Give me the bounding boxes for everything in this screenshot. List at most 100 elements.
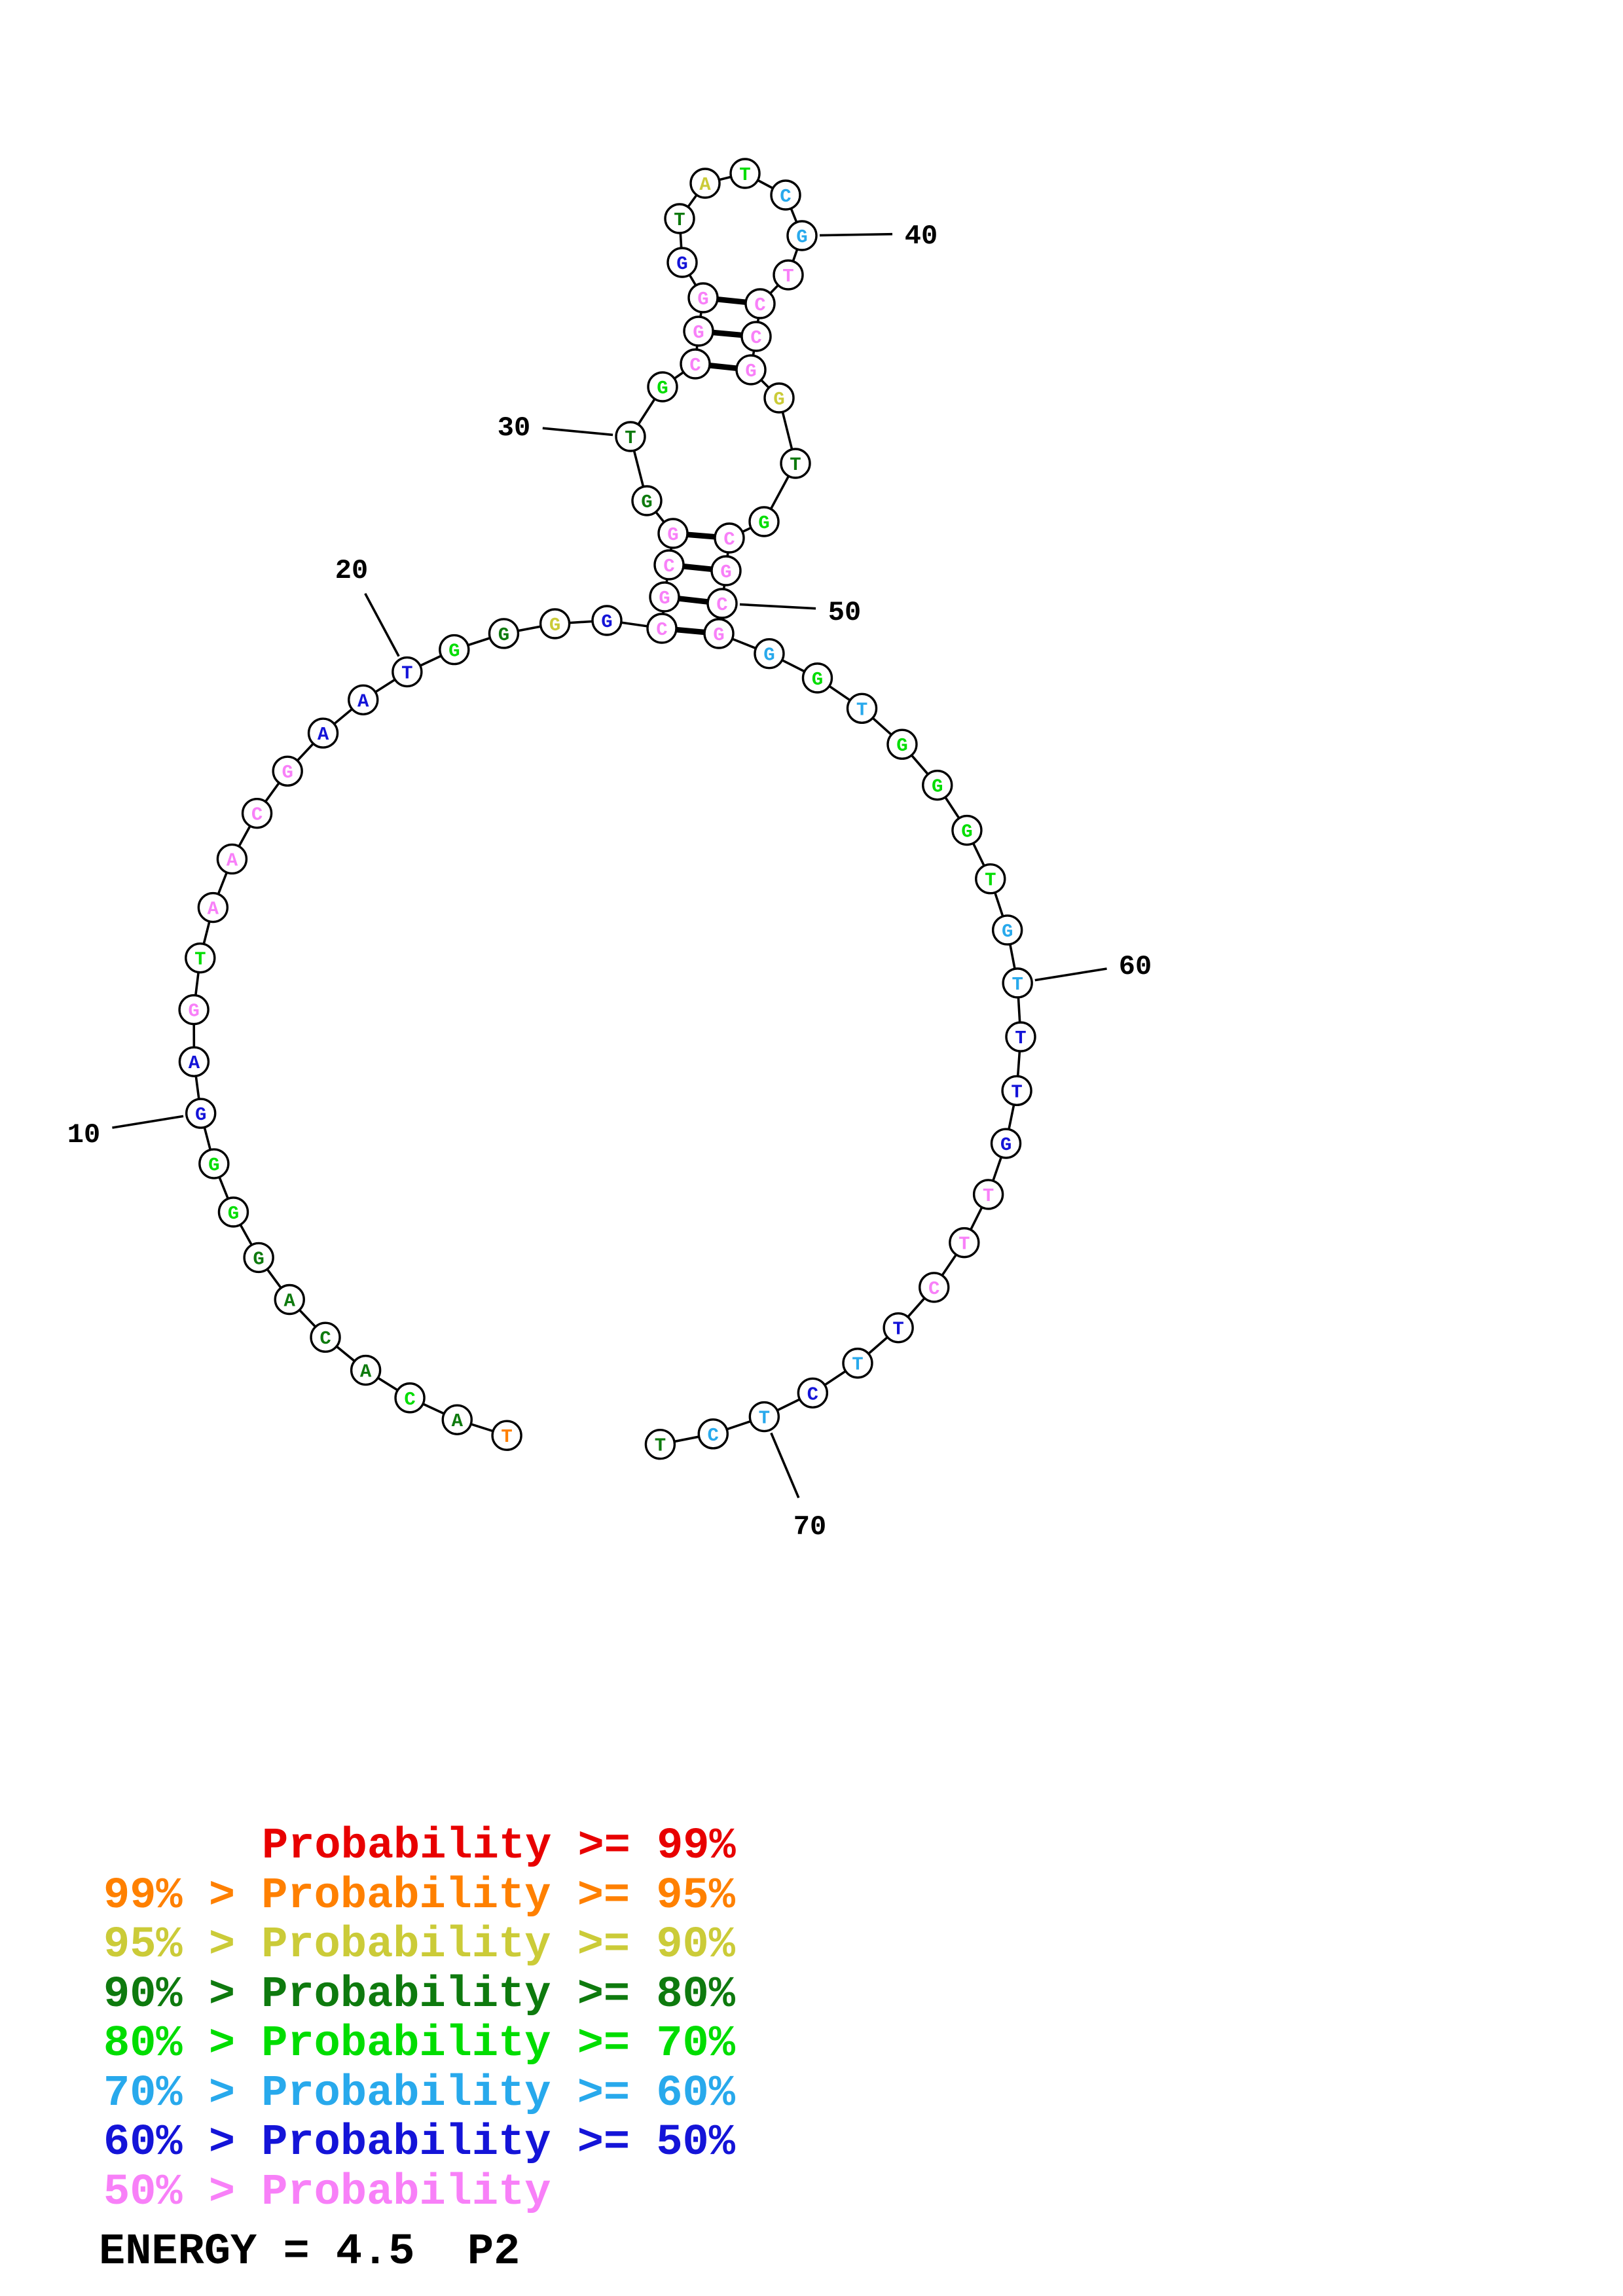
nucleotide-circle-63 bbox=[990, 1128, 1022, 1159]
nucleotide-base-41: T bbox=[782, 266, 793, 287]
nucleotide-circle-72 bbox=[644, 1429, 676, 1460]
nucleotide-circle-50 bbox=[706, 588, 738, 619]
label-leader-line-10 bbox=[112, 1115, 184, 1129]
nucleotide-base-12: G bbox=[188, 1001, 199, 1022]
nucleotide-base-7: G bbox=[253, 1248, 264, 1270]
nucleotide-circle-36 bbox=[664, 203, 695, 234]
nucleotide-base-52: G bbox=[763, 645, 775, 666]
nucleotide-circle-18 bbox=[307, 717, 339, 749]
nucleotide-base-4: A bbox=[360, 1361, 372, 1383]
nucleotide-circle-44 bbox=[735, 354, 767, 386]
nucleotide-circle-64 bbox=[972, 1179, 1004, 1210]
nucleotide-base-9: G bbox=[208, 1155, 219, 1176]
nucleotide-base-32: C bbox=[689, 355, 701, 376]
nucleotide-base-29: G bbox=[641, 492, 652, 513]
nucleotide-base-14: A bbox=[208, 899, 219, 920]
nucleotide-base-44: G bbox=[745, 361, 756, 382]
nucleotide-base-45: G bbox=[773, 389, 784, 410]
nucleotide-circle-30 bbox=[615, 421, 646, 452]
nucleotide-base-39: C bbox=[780, 186, 791, 207]
nucleotide-circle-6 bbox=[274, 1283, 305, 1316]
legend-row-70: 80% > Probability >= 70% bbox=[103, 2019, 736, 2069]
nucleotide-base-66: C bbox=[928, 1278, 939, 1300]
nucleotide-base-38: T bbox=[739, 164, 750, 186]
position-label-10: 10 bbox=[67, 1119, 100, 1151]
nucleotide-base-31: G bbox=[657, 378, 668, 399]
nucleotide-base-2: A bbox=[452, 1410, 464, 1432]
position-label-70: 70 bbox=[793, 1511, 826, 1543]
nucleotide-base-50: C bbox=[716, 594, 727, 616]
nucleotide-base-56: G bbox=[932, 776, 943, 798]
nucleotide-circle-24 bbox=[591, 605, 623, 636]
nucleotide-circle-43 bbox=[740, 321, 772, 352]
nucleotide-base-17: G bbox=[282, 762, 293, 783]
nucleotide-base-16: C bbox=[251, 804, 263, 826]
nucleotide-circle-65 bbox=[949, 1227, 980, 1259]
nucleotide-base-36: T bbox=[674, 209, 685, 231]
nucleotide-base-24: G bbox=[601, 611, 612, 633]
legend-row-90: 95% > Probability >= 90% bbox=[103, 1920, 736, 1970]
nucleotide-circle-1 bbox=[491, 1420, 522, 1451]
nucleotide-circle-17 bbox=[272, 755, 303, 787]
nucleotide-circle-8 bbox=[217, 1196, 249, 1228]
nucleotide-base-57: G bbox=[961, 821, 972, 843]
nucleotide-base-60: T bbox=[1012, 974, 1023, 996]
nucleotide-base-11: A bbox=[189, 1052, 200, 1074]
nucleotide-circle-49 bbox=[710, 555, 742, 586]
position-label-30: 30 bbox=[498, 412, 530, 444]
nucleotide-base-69: C bbox=[807, 1384, 818, 1405]
nucleotide-base-21: G bbox=[448, 641, 460, 662]
nucleotide-base-8: G bbox=[228, 1203, 239, 1225]
nucleotide-circle-58 bbox=[975, 863, 1006, 895]
nucleotide-base-61: T bbox=[1015, 1028, 1026, 1049]
nucleotide-circle-14 bbox=[197, 891, 229, 924]
label-leader-line-30 bbox=[542, 427, 613, 437]
nucleotide-circle-28 bbox=[657, 518, 689, 549]
nucleotide-circle-67 bbox=[883, 1312, 914, 1344]
nucleotide-circle-10 bbox=[185, 1098, 217, 1129]
nucleotide-base-13: T bbox=[194, 949, 206, 971]
probability-legend: Probability >= 99% 99% > Probability >= … bbox=[103, 1821, 737, 2217]
nucleotide-circle-25 bbox=[646, 613, 678, 644]
nucleotide-circle-23 bbox=[539, 608, 571, 639]
nucleotide-circle-62 bbox=[1001, 1075, 1032, 1107]
nucleotide-base-15: A bbox=[227, 850, 238, 871]
position-label-20: 20 bbox=[335, 555, 368, 586]
nucleotide-base-62: T bbox=[1011, 1081, 1022, 1103]
nucleotide-circle-47 bbox=[748, 506, 780, 537]
nucleotide-circle-51 bbox=[703, 618, 735, 649]
legend-row-50: 60% > Probability >= 50% bbox=[103, 2118, 736, 2168]
nucleotide-base-3: C bbox=[404, 1389, 415, 1410]
nucleotide-base-40: G bbox=[796, 226, 807, 248]
nucleotide-base-65: T bbox=[958, 1234, 970, 1255]
nucleotide-circle-55 bbox=[886, 728, 918, 760]
nucleotide-circle-39 bbox=[770, 179, 801, 211]
nucleotide-base-46: T bbox=[790, 454, 801, 476]
nucleotide-circle-66 bbox=[919, 1272, 950, 1303]
nucleotide-circle-48 bbox=[714, 522, 745, 554]
nucleotide-base-59: G bbox=[1002, 921, 1013, 942]
nucleotide-base-51: G bbox=[713, 624, 724, 646]
nucleotide-base-67: T bbox=[892, 1319, 903, 1340]
nucleotide-circle-35 bbox=[666, 247, 698, 278]
nucleotide-base-54: T bbox=[856, 699, 867, 721]
nucleotide-circle-46 bbox=[780, 448, 811, 479]
label-leader-line-20 bbox=[364, 592, 400, 657]
nucleotide-circle-37 bbox=[689, 168, 721, 199]
nucleotide-base-20: T bbox=[401, 663, 412, 685]
nucleotide-circle-60 bbox=[1002, 967, 1033, 999]
nucleotide-circle-40 bbox=[786, 220, 818, 251]
legend-row-60: 70% > Probability >= 60% bbox=[103, 2069, 736, 2119]
nucleotide-base-71: C bbox=[708, 1425, 719, 1446]
nucleotide-circle-68 bbox=[842, 1348, 873, 1379]
label-leader-line-70 bbox=[770, 1432, 800, 1499]
nucleotide-circle-38 bbox=[729, 158, 761, 189]
nucleotide-circle-12 bbox=[178, 994, 210, 1026]
position-label-50: 50 bbox=[828, 597, 861, 628]
nucleotide-circle-5 bbox=[310, 1321, 341, 1353]
nucleotide-base-6: A bbox=[284, 1291, 296, 1312]
nucleotide-circle-4 bbox=[350, 1354, 382, 1386]
nucleotide-circle-26 bbox=[649, 581, 680, 613]
nucleotide-circle-32 bbox=[680, 348, 711, 380]
